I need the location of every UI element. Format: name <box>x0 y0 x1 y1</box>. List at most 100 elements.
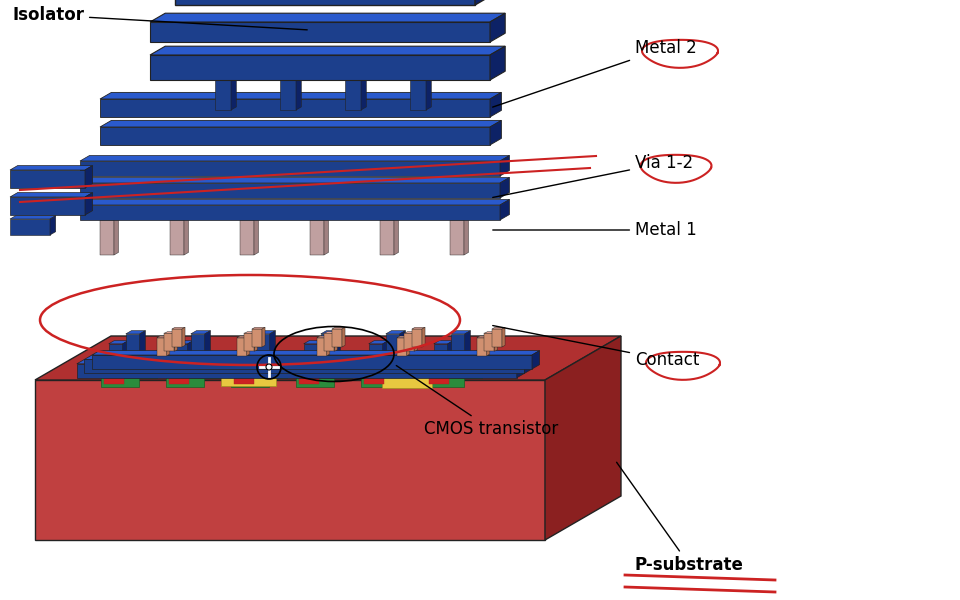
Polygon shape <box>446 364 466 374</box>
Polygon shape <box>254 217 258 255</box>
Polygon shape <box>100 217 119 220</box>
Polygon shape <box>324 332 338 334</box>
Polygon shape <box>297 371 339 373</box>
Polygon shape <box>310 220 324 255</box>
Polygon shape <box>487 336 490 356</box>
Polygon shape <box>108 341 129 344</box>
Polygon shape <box>324 334 334 352</box>
Polygon shape <box>381 363 403 364</box>
Polygon shape <box>426 373 465 388</box>
Text: CMOS transistor: CMOS transistor <box>396 365 559 438</box>
Polygon shape <box>80 199 510 205</box>
Polygon shape <box>156 338 167 356</box>
Polygon shape <box>410 80 426 110</box>
Polygon shape <box>92 350 540 355</box>
Polygon shape <box>255 331 276 334</box>
Polygon shape <box>150 55 490 80</box>
Polygon shape <box>183 361 226 364</box>
Polygon shape <box>85 166 92 188</box>
Polygon shape <box>169 374 189 384</box>
Polygon shape <box>485 334 494 352</box>
Polygon shape <box>77 364 516 378</box>
Polygon shape <box>299 374 319 384</box>
Polygon shape <box>191 331 210 334</box>
Polygon shape <box>123 341 129 374</box>
Polygon shape <box>426 371 468 373</box>
Polygon shape <box>394 217 398 255</box>
Polygon shape <box>118 361 161 364</box>
Polygon shape <box>451 331 470 334</box>
Circle shape <box>266 364 272 370</box>
Polygon shape <box>490 13 505 42</box>
Polygon shape <box>342 327 345 347</box>
Polygon shape <box>10 215 56 219</box>
Polygon shape <box>10 193 92 197</box>
Polygon shape <box>108 344 123 374</box>
Polygon shape <box>215 80 231 110</box>
Polygon shape <box>10 197 85 215</box>
Polygon shape <box>364 373 386 374</box>
Polygon shape <box>170 220 184 255</box>
Polygon shape <box>316 364 336 374</box>
Polygon shape <box>296 77 301 110</box>
Polygon shape <box>316 363 338 364</box>
Polygon shape <box>175 0 475 5</box>
Polygon shape <box>396 338 407 356</box>
Polygon shape <box>169 373 191 374</box>
Polygon shape <box>183 364 222 377</box>
Polygon shape <box>446 363 468 364</box>
Polygon shape <box>50 215 56 235</box>
Polygon shape <box>516 359 524 378</box>
Polygon shape <box>121 364 141 374</box>
Polygon shape <box>545 336 621 540</box>
Polygon shape <box>240 220 254 255</box>
Polygon shape <box>104 374 124 384</box>
Polygon shape <box>126 334 140 364</box>
Polygon shape <box>396 336 410 338</box>
Polygon shape <box>150 13 505 22</box>
Polygon shape <box>303 341 324 344</box>
Polygon shape <box>464 217 468 255</box>
Polygon shape <box>318 341 324 374</box>
Polygon shape <box>100 220 114 255</box>
Polygon shape <box>245 332 257 334</box>
Polygon shape <box>324 217 328 255</box>
Polygon shape <box>314 361 356 364</box>
Polygon shape <box>80 205 500 220</box>
Polygon shape <box>249 361 291 364</box>
Text: Isolator: Isolator <box>12 6 307 30</box>
Polygon shape <box>450 220 464 255</box>
Polygon shape <box>249 364 286 377</box>
Polygon shape <box>102 373 139 388</box>
Polygon shape <box>317 336 330 338</box>
Polygon shape <box>386 331 405 334</box>
Polygon shape <box>182 327 185 347</box>
Polygon shape <box>252 329 262 347</box>
Polygon shape <box>434 341 453 344</box>
Polygon shape <box>380 220 394 255</box>
Polygon shape <box>502 327 505 347</box>
Polygon shape <box>332 329 342 347</box>
Polygon shape <box>167 336 170 356</box>
Polygon shape <box>172 327 185 329</box>
Polygon shape <box>404 334 415 352</box>
Polygon shape <box>150 46 505 55</box>
Polygon shape <box>500 178 510 198</box>
Polygon shape <box>444 364 482 377</box>
Polygon shape <box>317 338 326 356</box>
Text: Metal 1: Metal 1 <box>492 221 697 239</box>
Polygon shape <box>378 361 420 364</box>
Polygon shape <box>426 77 431 110</box>
Polygon shape <box>410 77 431 80</box>
Polygon shape <box>84 359 524 373</box>
Polygon shape <box>500 199 510 220</box>
Polygon shape <box>35 380 545 540</box>
Polygon shape <box>524 355 532 373</box>
Polygon shape <box>280 80 296 110</box>
Polygon shape <box>191 334 204 364</box>
Polygon shape <box>255 334 270 364</box>
Text: Via 1-2: Via 1-2 <box>492 154 693 197</box>
Polygon shape <box>121 363 143 364</box>
Polygon shape <box>204 331 210 364</box>
Polygon shape <box>382 370 432 388</box>
